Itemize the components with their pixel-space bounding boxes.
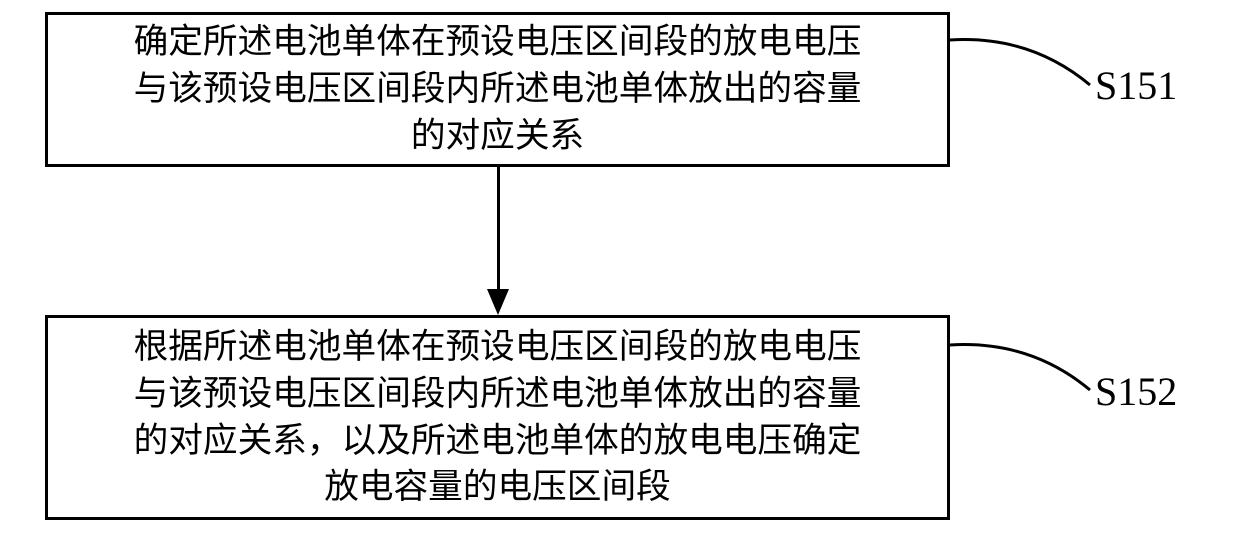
step-s151-text: 确定所述电池单体在预设电压区间段的放电电压 与该预设电压区间段内所述电池单体放出… bbox=[134, 19, 862, 159]
step-s152-text: 根据所述电池单体在预设电压区间段的放电电压 与该预设电压区间段内所述电池单体放出… bbox=[134, 324, 862, 511]
arrow-s151-to-s152-head bbox=[487, 289, 509, 315]
step-s152: 根据所述电池单体在预设电压区间段的放电电压 与该预设电压区间段内所述电池单体放出… bbox=[45, 315, 950, 520]
connector-s152 bbox=[950, 340, 1090, 390]
arrow-s151-to-s152-line bbox=[497, 167, 500, 291]
flowchart-canvas: { "layout": { "canvas": { "width": 1240,… bbox=[0, 0, 1240, 554]
step-s151: 确定所述电池单体在预设电压区间段的放电电压 与该预设电压区间段内所述电池单体放出… bbox=[45, 12, 950, 167]
label-s152: S152 bbox=[1095, 368, 1177, 415]
label-s151: S151 bbox=[1095, 62, 1177, 109]
connector-s151 bbox=[950, 35, 1090, 85]
